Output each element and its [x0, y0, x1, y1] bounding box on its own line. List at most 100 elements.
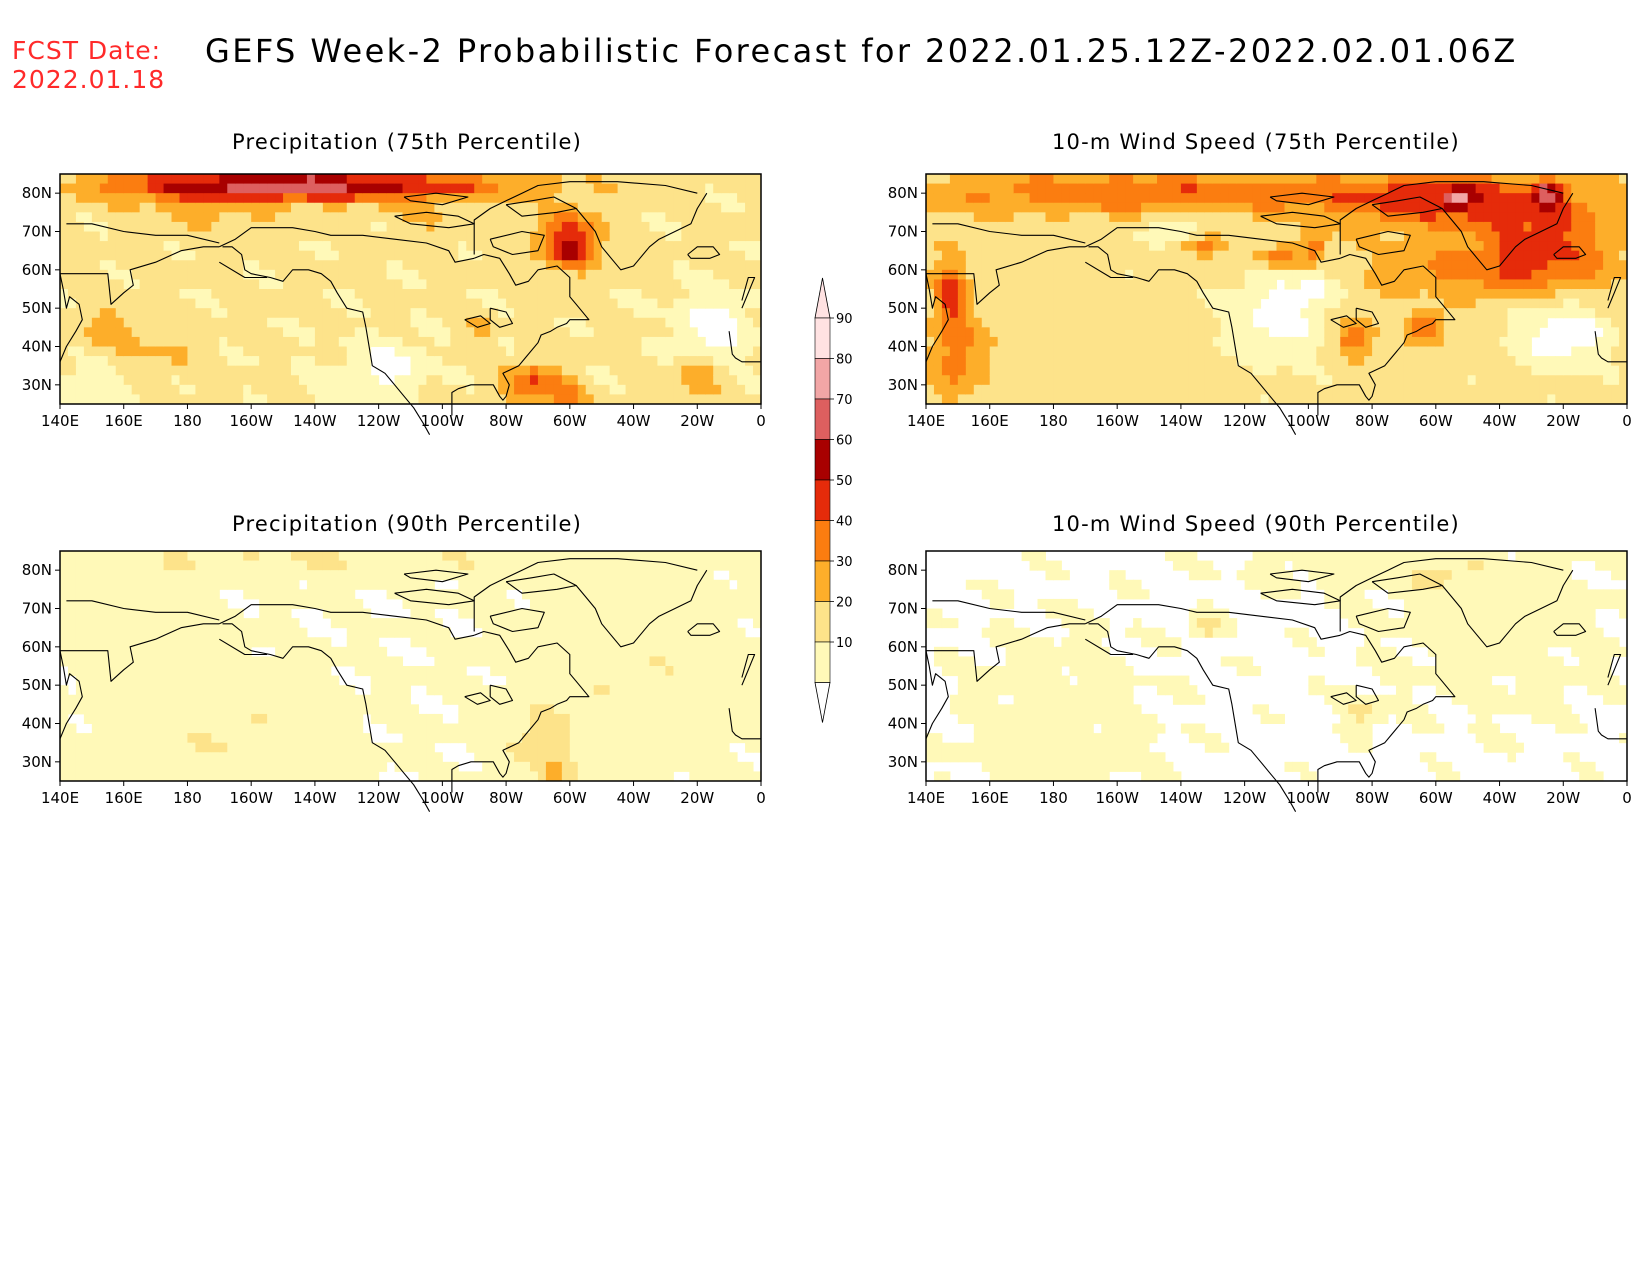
lat-tick-label: 80N: [22, 561, 52, 579]
lon-tick-label: 40W: [1483, 412, 1517, 430]
lat-tick-label: 50N: [888, 676, 918, 694]
lat-tick-label: 50N: [888, 299, 918, 317]
lon-tick-label: 160E: [105, 789, 143, 807]
lon-tick-label: 140W: [1159, 789, 1203, 807]
lat-tick-label: 80N: [888, 561, 918, 579]
coastlines: [925, 181, 1627, 435]
lon-tick-label: 160E: [971, 789, 1009, 807]
lat-tick-label: 60N: [888, 261, 918, 279]
coastlines: [925, 558, 1627, 812]
lon-tick-label: 60W: [1419, 412, 1453, 430]
lon-tick-label: 20W: [680, 412, 714, 430]
lon-tick-label: 60W: [553, 412, 587, 430]
lon-tick-label: 0: [756, 412, 766, 430]
lat-tick-label: 40N: [22, 715, 52, 733]
lon-tick-label: 40W: [617, 412, 651, 430]
colorbar: 90 80 70 60 50 40 30 20 10: [814, 277, 853, 723]
lon-tick-label: 140W: [1159, 412, 1203, 430]
lon-tick-label: 80W: [489, 789, 523, 807]
colorbar-label: 60: [836, 434, 853, 449]
lon-tick-label: 160E: [105, 412, 143, 430]
colorbar-label: 90: [836, 312, 853, 327]
probability-shading: [926, 174, 1628, 405]
lon-tick-label: 100W: [421, 789, 465, 807]
colorbar-top-arrow: [814, 277, 831, 319]
lon-tick-label: 100W: [1287, 412, 1331, 430]
colorbar-swatch: [814, 439, 831, 481]
lon-tick-label: 120W: [357, 412, 401, 430]
lat-tick-label: 80N: [888, 184, 918, 202]
colorbar-swatch: [814, 398, 831, 440]
lat-tick-label: 60N: [888, 638, 918, 656]
colorbar-swatch: [814, 560, 831, 602]
colorbar-label: 30: [836, 555, 853, 570]
colorbar-label: 20: [836, 596, 853, 611]
forecast-date-label: FCST Date:: [12, 36, 162, 65]
lat-tick-label: 70N: [888, 600, 918, 618]
map-frame: [925, 173, 1628, 405]
lon-tick-label: 80W: [1355, 789, 1389, 807]
lat-tick-label: 80N: [22, 184, 52, 202]
map-frame: [59, 550, 762, 782]
forecast-date-block: FCST Date: 2022.01.18: [12, 36, 165, 94]
colorbar-swatch: [814, 520, 831, 562]
lon-tick-label: 120W: [1223, 412, 1267, 430]
map-wind-75: 140E 160E 180 160W 140W 120W 100W 80W 60W 40W 20W 0…: [888, 173, 1632, 435]
colorbar-swatch: [814, 317, 831, 359]
lat-tick-label: 40N: [888, 715, 918, 733]
lon-tick-label: 160W: [1095, 789, 1139, 807]
lon-tick-label: 140W: [293, 412, 337, 430]
lat-tick-label: 30N: [888, 753, 918, 771]
colorbar-swatch: [814, 479, 831, 521]
lon-tick-label: 20W: [1546, 789, 1580, 807]
lon-tick-label: 180: [1039, 789, 1068, 807]
page-title: GEFS Week-2 Probabilistic Forecast for 2…: [205, 32, 1518, 70]
lon-tick-label: 120W: [1223, 789, 1267, 807]
lon-tick-label: 140E: [907, 789, 945, 807]
lat-tick-label: 30N: [888, 376, 918, 394]
coastlines: [59, 558, 761, 812]
lon-tick-label: 160E: [971, 412, 1009, 430]
lon-tick-label: 40W: [617, 789, 651, 807]
lon-tick-label: 0: [1622, 789, 1632, 807]
lon-tick-label: 80W: [489, 412, 523, 430]
map-wind-90: 140E 160E 180 160W 140W 120W 100W 80W 60W 40W 20W 0…: [888, 550, 1632, 812]
lon-tick-label: 60W: [553, 789, 587, 807]
map-precip-90: 140E 160E 180 160W 140W 120W 100W 80W 60W 40W 20W 0…: [22, 550, 766, 812]
lon-tick-label: 100W: [1287, 789, 1331, 807]
colorbar-swatch: [814, 601, 831, 643]
map-frame: [59, 173, 762, 405]
forecast-date-value: 2022.01.18: [12, 65, 166, 94]
colorbar-label: 50: [836, 474, 853, 489]
lon-tick-label: 140E: [907, 412, 945, 430]
lat-tick-label: 70N: [888, 223, 918, 241]
lon-tick-label: 100W: [421, 412, 465, 430]
map-frame: [925, 550, 1628, 782]
colorbar-swatch: [814, 358, 831, 400]
lon-tick-label: 0: [1622, 412, 1632, 430]
lon-tick-label: 80W: [1355, 412, 1389, 430]
lat-tick-label: 70N: [22, 600, 52, 618]
panel-title-wind-75: 10-m Wind Speed (75th Percentile): [1052, 130, 1460, 154]
lon-tick-label: 20W: [1546, 412, 1580, 430]
lon-tick-label: 120W: [357, 789, 401, 807]
lat-tick-label: 70N: [22, 223, 52, 241]
lon-tick-label: 20W: [680, 789, 714, 807]
map-precip-75: 140E 160E 180 160W 140W 120W 100W 80W 60W 40W 20W 0…: [22, 173, 766, 435]
colorbar-label: 80: [836, 353, 853, 368]
probability-shading: [60, 551, 762, 782]
lat-tick-label: 30N: [22, 753, 52, 771]
lon-tick-label: 0: [756, 789, 766, 807]
lon-tick-label: 180: [173, 412, 202, 430]
lon-tick-label: 40W: [1483, 789, 1517, 807]
lat-tick-label: 30N: [22, 376, 52, 394]
lon-tick-label: 140W: [293, 789, 337, 807]
lon-tick-label: 140E: [41, 412, 79, 430]
lat-tick-label: 60N: [22, 638, 52, 656]
panel-title-precip-90: Precipitation (90th Percentile): [232, 512, 583, 536]
lat-tick-label: 40N: [22, 338, 52, 356]
lon-tick-label: 180: [173, 789, 202, 807]
lon-tick-label: 180: [1039, 412, 1068, 430]
lon-tick-label: 160W: [1095, 412, 1139, 430]
lat-tick-label: 50N: [22, 299, 52, 317]
